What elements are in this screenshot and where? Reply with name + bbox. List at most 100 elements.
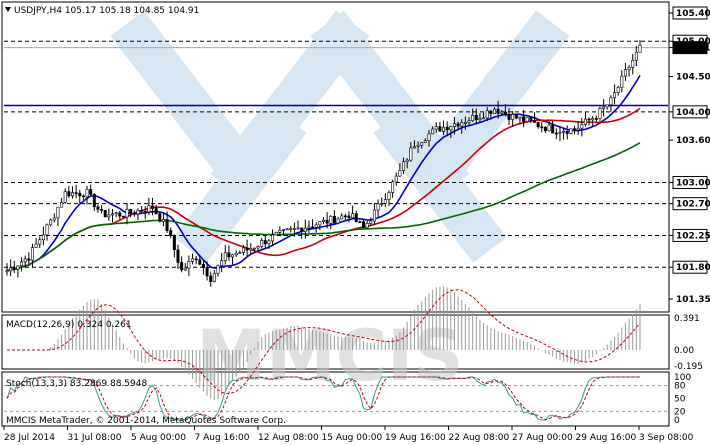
- candle-body: [365, 223, 369, 228]
- candle-body: [60, 202, 64, 208]
- candle-body: [292, 228, 296, 230]
- price-label-box: [672, 175, 708, 189]
- candle-body: [300, 227, 304, 232]
- candle-body: [216, 265, 220, 274]
- candle-body: [503, 111, 507, 115]
- candle-body: [289, 228, 293, 230]
- candle-body: [318, 221, 322, 226]
- stoch-scale-label: 80: [674, 382, 686, 392]
- macd-scale-label: -0.195: [674, 362, 703, 372]
- candle-body: [5, 270, 9, 273]
- candle-body: [154, 208, 158, 215]
- candle-body: [165, 219, 169, 231]
- macd-scale-label: 0.391: [674, 314, 700, 324]
- candle-body: [223, 252, 227, 261]
- candle-body: [456, 123, 460, 127]
- candle-body: [89, 189, 93, 195]
- candle-body: [161, 219, 165, 222]
- candle-body: [489, 110, 493, 114]
- candle-body: [107, 214, 111, 218]
- candle-body: [445, 126, 449, 131]
- macd-scale: 0.391 0.00 -0.195: [674, 314, 703, 372]
- candle-body: [67, 191, 71, 197]
- candle-body: [118, 212, 122, 217]
- candle-body: [52, 217, 56, 221]
- time-label: 22 Aug 08:00: [449, 433, 510, 443]
- candle-body: [27, 258, 31, 261]
- candle-body: [532, 120, 536, 123]
- candle-body: [449, 126, 453, 131]
- candle-body: [325, 219, 329, 224]
- candle-body: [562, 130, 566, 133]
- candle-body: [587, 118, 591, 121]
- candle-body: [540, 126, 544, 129]
- price-label: 102.25: [676, 231, 710, 241]
- candle-body: [212, 272, 216, 282]
- candle-body: [23, 258, 27, 263]
- candle-body: [209, 275, 213, 282]
- candle-body: [518, 116, 522, 119]
- candle-body: [474, 114, 478, 120]
- time-label: 7 Aug 16:00: [195, 433, 250, 443]
- candle-body: [96, 206, 100, 210]
- candle-body: [34, 243, 38, 248]
- candle-body: [634, 51, 638, 61]
- candle-body: [103, 210, 107, 218]
- candle-body: [187, 261, 191, 269]
- candle-body: [347, 215, 351, 219]
- candle-body: [191, 258, 195, 262]
- price-scale: 105.40105.00104.91104.50104.00103.60103.…: [669, 6, 710, 305]
- price-label: 104.91: [676, 44, 710, 54]
- candle-body: [525, 117, 529, 122]
- collapse-triangle-icon[interactable]: [5, 7, 11, 12]
- candle-body: [12, 267, 16, 270]
- candle-body: [623, 69, 627, 77]
- candle-body: [627, 67, 631, 71]
- candle-body: [431, 128, 435, 135]
- candle-body: [427, 133, 431, 141]
- candle-body: [387, 192, 391, 200]
- candle-body: [16, 265, 20, 270]
- candle-body: [609, 97, 613, 106]
- stochastic-indicator: [4, 376, 668, 421]
- macd-signal-line: [7, 289, 641, 395]
- price-panel-frame: [1, 1, 670, 313]
- price-label: 103.60: [676, 136, 710, 146]
- watermark-logo: [110, 10, 570, 263]
- symbol-header: USDJPY,H4 105.17 105.18 104.85 104.91: [14, 6, 199, 16]
- price-label: 102.70: [676, 200, 710, 210]
- candle-body: [376, 203, 380, 211]
- candle-body: [551, 124, 555, 134]
- footer-copyright: MMCIS MetaTrader, © 2001-2014, MetaQuote…: [6, 416, 286, 426]
- candle-body: [238, 252, 242, 254]
- candle-body: [409, 147, 413, 161]
- candle-body: [631, 60, 635, 68]
- time-label: 3 Sep 08:00: [639, 433, 694, 443]
- candle-body: [303, 227, 307, 232]
- time-label: 28 Jul 2014: [4, 433, 55, 443]
- candle-body: [391, 181, 395, 193]
- candle-body: [569, 128, 573, 134]
- candle-body: [536, 122, 540, 128]
- candle-body: [598, 108, 602, 119]
- candle-body: [92, 194, 96, 208]
- candle-body: [573, 128, 577, 131]
- time-label: 27 Aug 00:00: [512, 433, 573, 443]
- candle-body: [231, 254, 235, 258]
- price-label-box: [672, 105, 708, 119]
- candle-body: [172, 235, 176, 251]
- candle-body: [602, 106, 606, 109]
- candle-body: [605, 104, 609, 108]
- candle-body: [183, 267, 187, 271]
- candle-body: [78, 192, 82, 197]
- candle-body: [158, 213, 162, 222]
- time-axis: 28 Jul 2014 31 Jul 08:00 5 Aug 00:00 7 Aug …: [3, 426, 694, 443]
- candle-body: [511, 114, 515, 120]
- candle-body: [234, 252, 238, 256]
- candle-body: [358, 221, 362, 223]
- candle-body: [369, 220, 373, 224]
- candle-body: [354, 213, 358, 222]
- candle-body: [81, 195, 85, 198]
